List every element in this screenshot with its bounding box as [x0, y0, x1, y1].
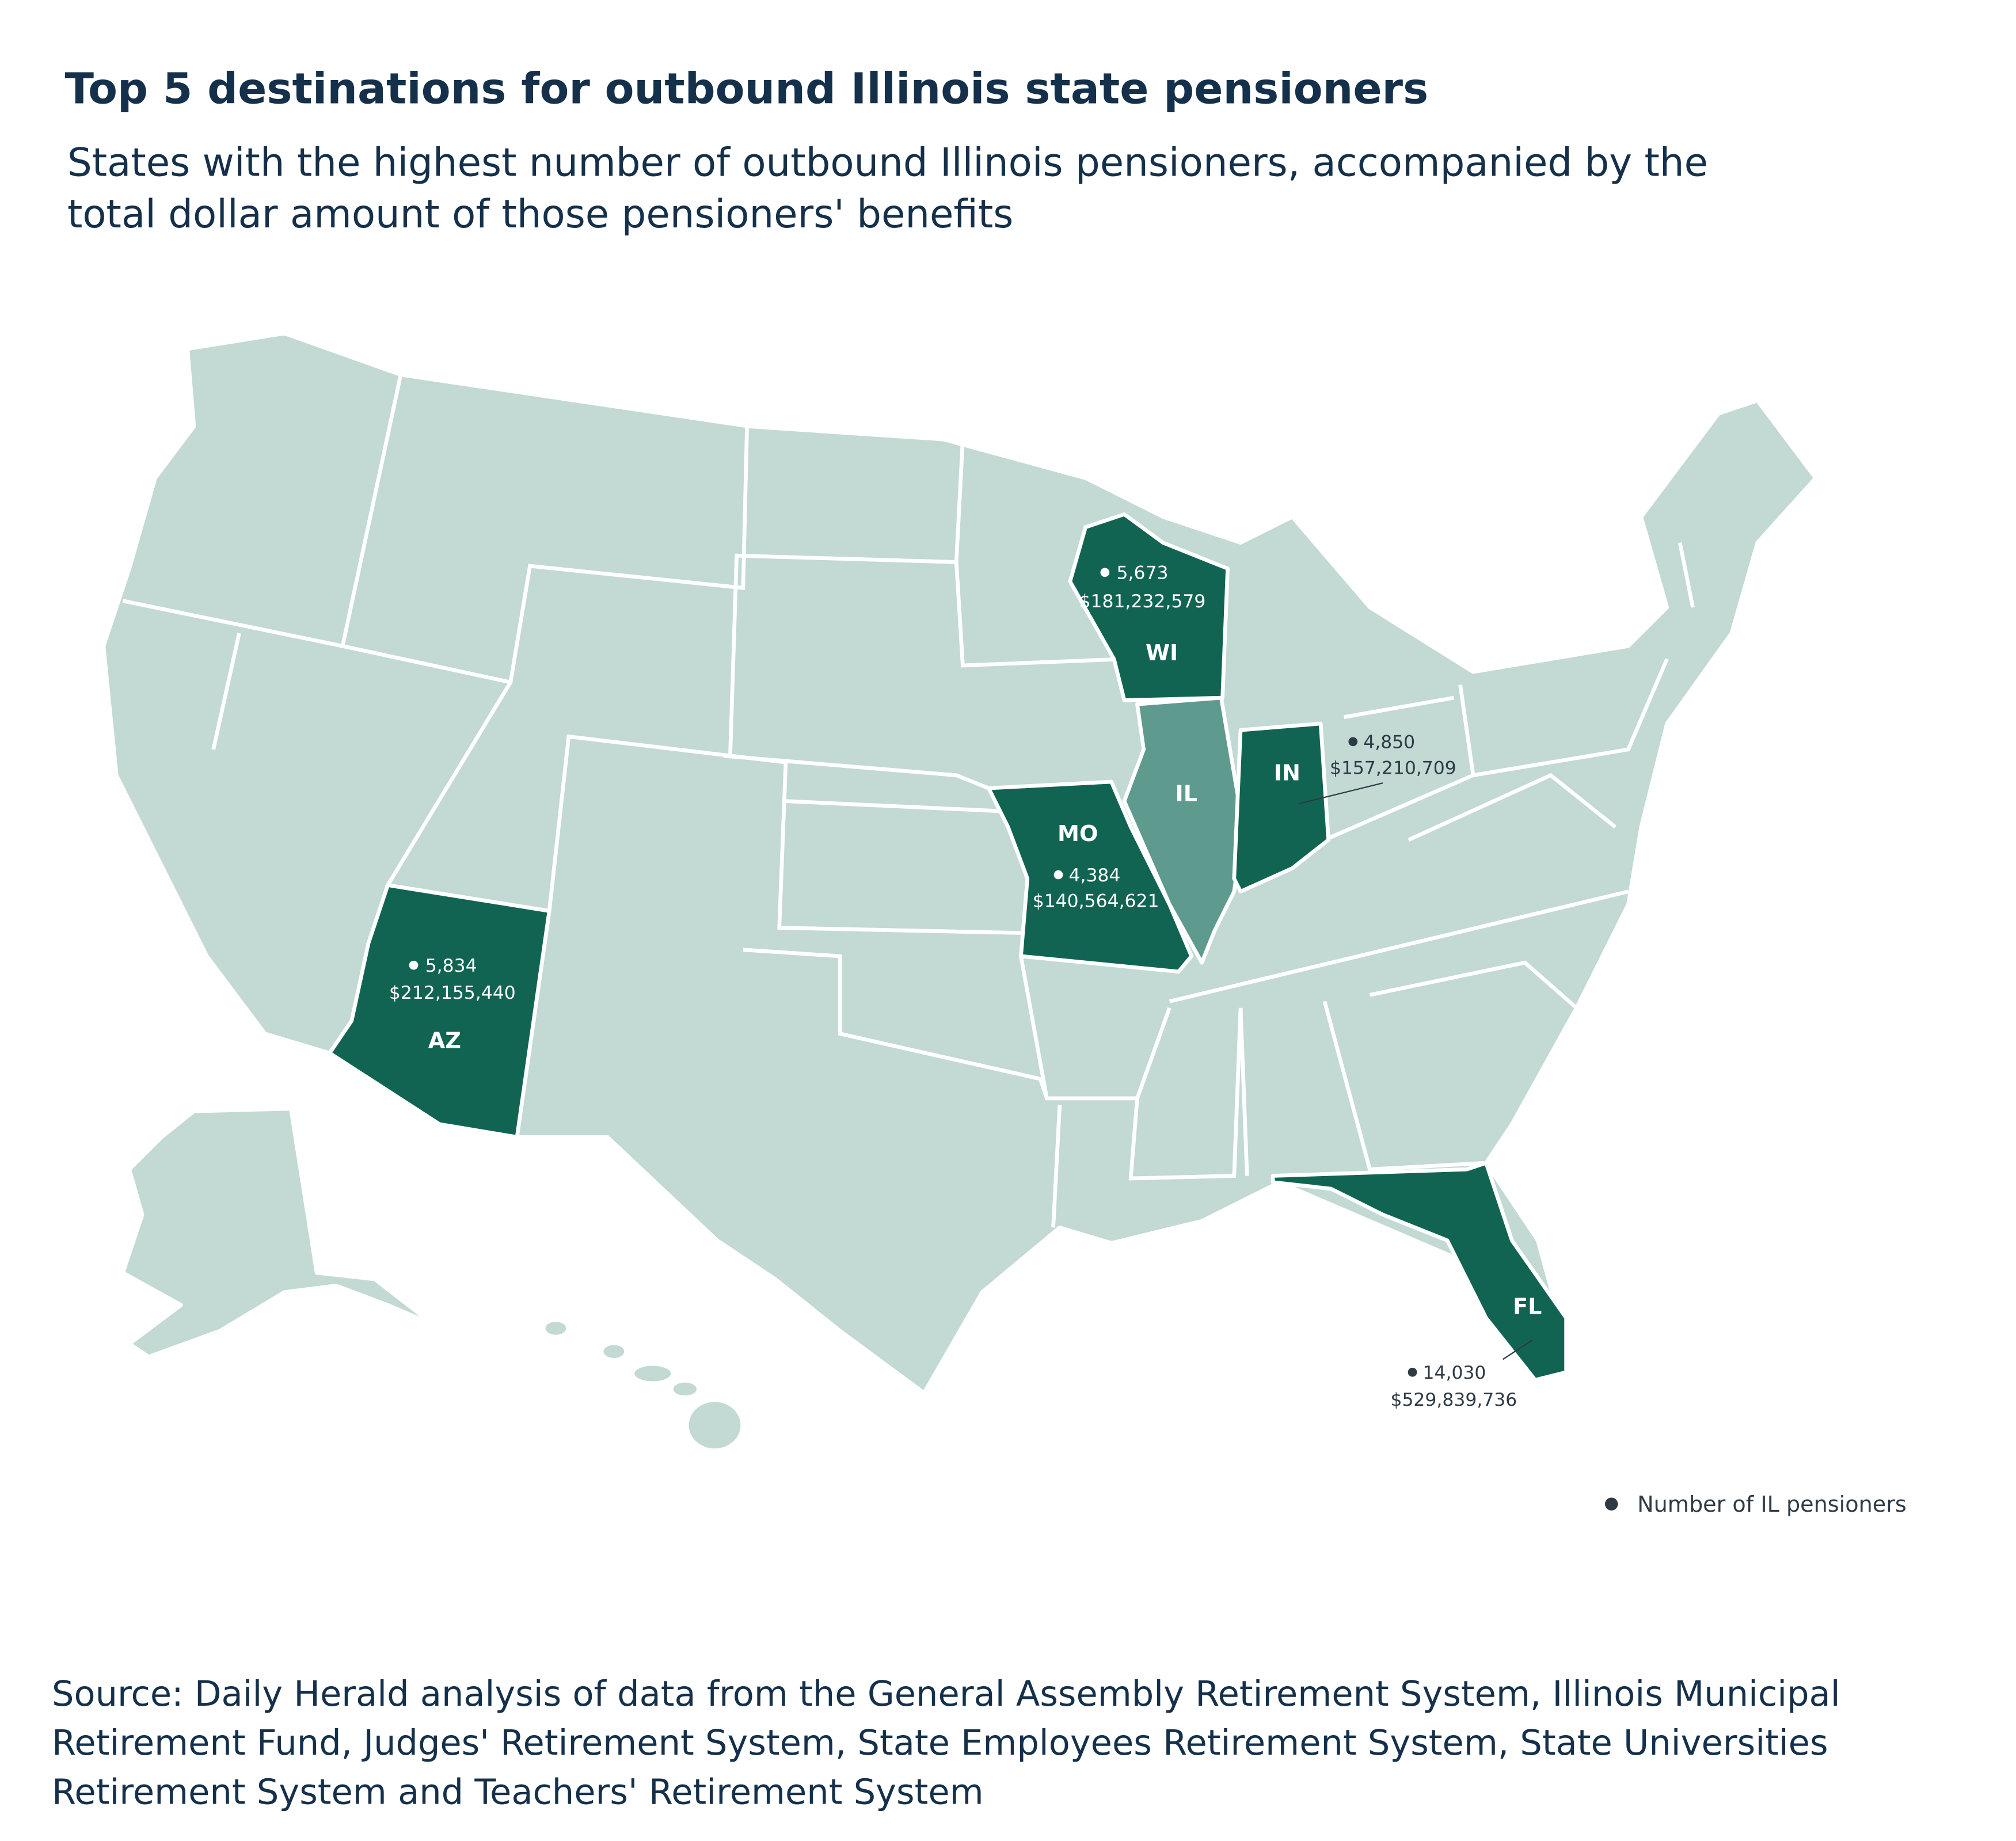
- state-label: FL: [1513, 1294, 1542, 1319]
- source: Retirement Fund, Judges' Retirement Syst…: [52, 1723, 1828, 1763]
- state-az: [328, 883, 551, 1139]
- hawaii: [545, 1322, 741, 1449]
- home-state: [1122, 695, 1245, 965]
- state-label: AZ: [428, 1028, 461, 1053]
- pensioners: 4,384: [1068, 865, 1120, 886]
- marker-dot: [409, 960, 419, 970]
- state-label: IL: [1175, 781, 1197, 807]
- leader-line: [1503, 1339, 1533, 1360]
- title: Top 5 destinations for outbound Illinois…: [64, 64, 1428, 114]
- state-label: MO: [1058, 821, 1098, 846]
- leader-line: [1298, 782, 1383, 805]
- pensioners: 5,834: [425, 956, 477, 976]
- subtitle: States with the highest number of outbou…: [67, 140, 1708, 185]
- benefits: $181,232,579: [1079, 591, 1206, 612]
- state-label: IN: [1274, 760, 1300, 786]
- pensioners: 14,030: [1423, 1363, 1486, 1383]
- state-in: [1232, 721, 1331, 894]
- source: Source: Daily Herald analysis of data fr…: [52, 1674, 1840, 1714]
- state-mo: [986, 779, 1194, 974]
- pensioners: 4,850: [1363, 732, 1415, 753]
- marker-dot: [1100, 568, 1110, 577]
- benefits: $140,564,621: [1033, 891, 1159, 912]
- marker-dot: [1053, 870, 1063, 880]
- benefits: $157,210,709: [1330, 758, 1456, 778]
- subtitle: total dollar amount of those pensioners'…: [67, 192, 1013, 237]
- state-label: WI: [1146, 640, 1178, 665]
- benefits: $212,155,440: [389, 983, 516, 1003]
- pensioners: 5,673: [1117, 563, 1169, 584]
- state-wi: [1068, 512, 1230, 702]
- benefits: $529,839,736: [1390, 1390, 1517, 1410]
- legend-label: Number of IL pensioners: [1637, 1492, 1907, 1517]
- legend-dot: [1604, 1497, 1618, 1511]
- source: Retirement System and Teachers' Retireme…: [52, 1772, 984, 1812]
- state-fl: [1271, 1161, 1569, 1382]
- state-borders: [122, 374, 1695, 1228]
- marker-dot: [1408, 1367, 1417, 1377]
- alaska: [121, 1106, 435, 1359]
- marker-dot: [1348, 737, 1358, 747]
